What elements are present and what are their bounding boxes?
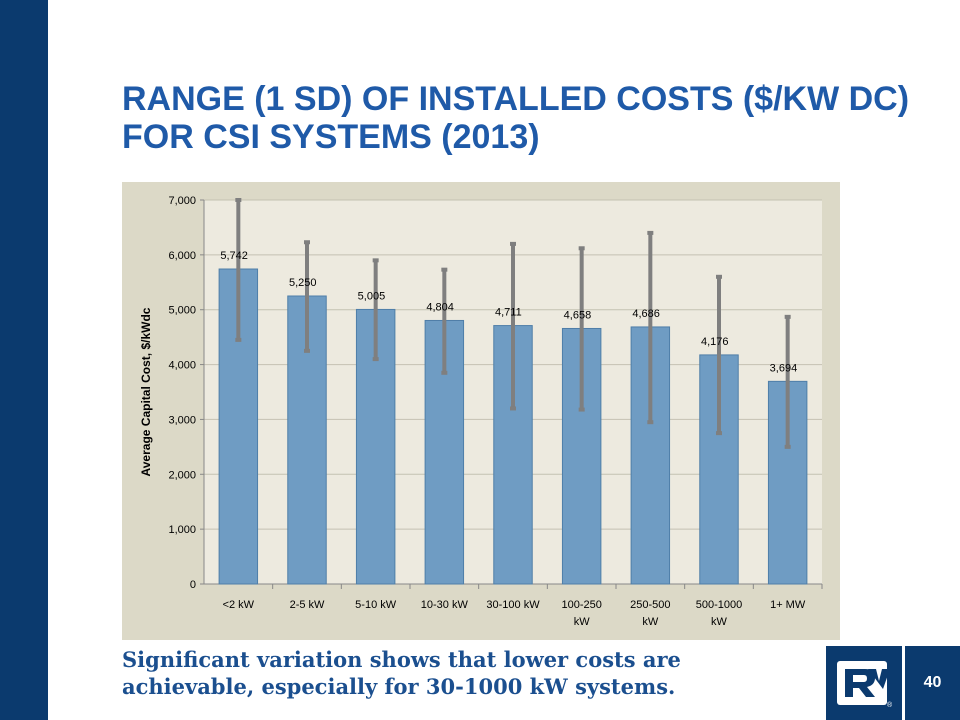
x-tick-label: 30-100 kW	[486, 599, 540, 611]
y-tick-label: 6,000	[168, 250, 196, 262]
x-tick-label: 5-10 kW	[355, 599, 397, 611]
data-label: 4,176	[701, 336, 729, 348]
data-label: 3,694	[770, 362, 798, 374]
chart-area: 0 1,000 2,000 3,000 4,000 5,000 6,000 7,000 Aver…	[122, 182, 840, 640]
x-tick-label: 2-5 kW	[290, 599, 325, 611]
y-tick-label: 5,000	[168, 305, 196, 317]
slide-title: RANGE (1 SD) OF INSTALLED COSTS ($/KW DC…	[122, 80, 910, 156]
x-tick-label: kW	[574, 616, 591, 628]
footer-divider	[902, 646, 905, 720]
logo-box: ®	[826, 646, 902, 720]
data-label: 5,742	[220, 250, 248, 262]
x-tick-label: 1+ MW	[770, 599, 806, 611]
data-label: 4,686	[632, 308, 660, 320]
data-label: 5,250	[289, 277, 317, 289]
data-label: 5,005	[358, 290, 386, 302]
page-number: 40	[923, 674, 942, 691]
bar-chart: 0 1,000 2,000 3,000 4,000 5,000 6,000 7,000 Aver…	[139, 195, 823, 628]
data-label: 4,658	[564, 309, 592, 321]
slide-caption: Significant variation shows that lower c…	[122, 647, 681, 699]
data-label: 4,711	[495, 307, 522, 319]
y-tick-label: 0	[190, 579, 196, 591]
svg-text:®: ®	[887, 701, 893, 709]
y-axis-label: Average Capital Cost, $/kWdc	[139, 307, 153, 476]
x-tick-label: 10-30 kW	[421, 599, 469, 611]
y-tick-label: 2,000	[168, 469, 196, 481]
rv-logo-icon: ®	[837, 661, 893, 709]
x-tick-label: kW	[642, 616, 659, 628]
x-tick-label: 250-500	[630, 599, 670, 611]
bar	[218, 268, 259, 585]
y-tick-label: 3,000	[168, 414, 196, 426]
x-tick-label: 500-1000	[696, 599, 743, 611]
y-tick-label: 4,000	[168, 360, 196, 372]
data-label: 4,804	[426, 301, 454, 313]
y-tick-label: 1,000	[168, 524, 196, 536]
x-tick-label: kW	[711, 616, 728, 628]
x-tick-label: 100-250	[561, 599, 601, 611]
y-tick-label: 7,000	[168, 195, 196, 207]
page-number-box: 40	[905, 646, 960, 720]
left-accent-bar	[0, 0, 48, 720]
x-tick-label: <2 kW	[223, 599, 255, 611]
